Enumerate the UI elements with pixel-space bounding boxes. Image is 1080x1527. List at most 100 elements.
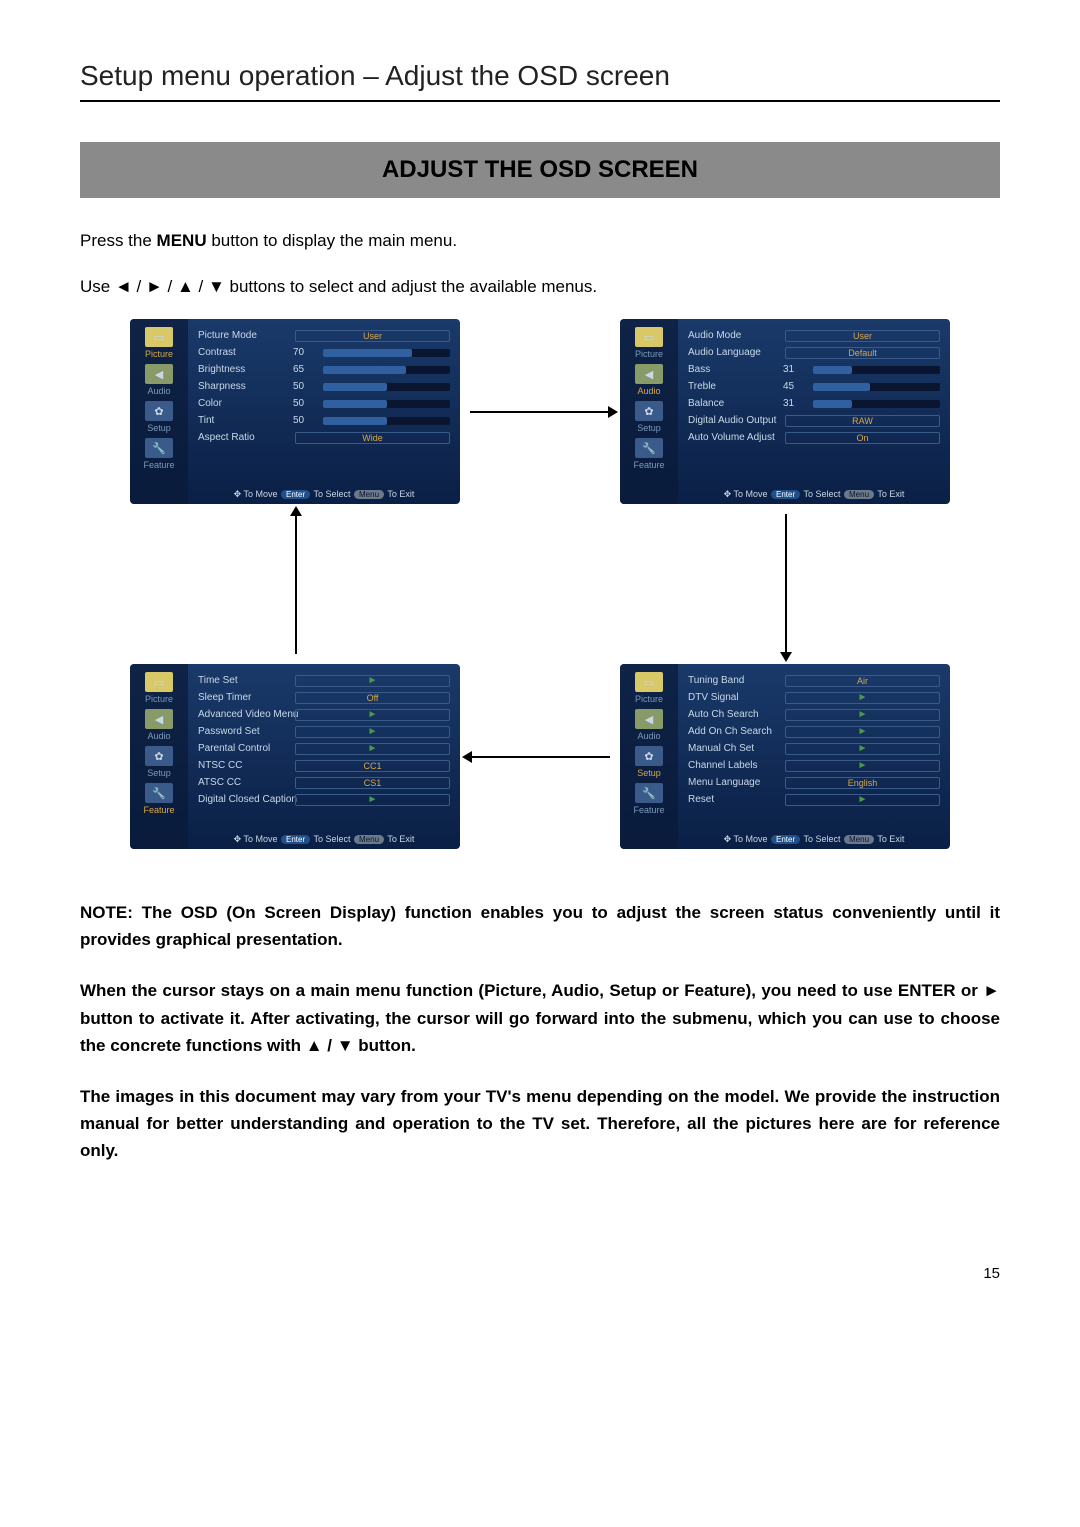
sidebar-item-setup[interactable]: ✿Setup — [145, 746, 173, 778]
menu-row[interactable]: Bass31 — [688, 361, 940, 378]
row-select-value[interactable]: CS1 — [295, 777, 450, 789]
row-select-value[interactable]: Off — [295, 692, 450, 704]
menu-row[interactable]: Brightness65 — [198, 361, 450, 378]
menu-row[interactable]: Treble45 — [688, 378, 940, 395]
submenu-arrow-icon[interactable]: ► — [295, 726, 450, 738]
menu-row[interactable]: Manual Ch Set► — [688, 740, 940, 757]
menu-row[interactable]: NTSC CCCC1 — [198, 757, 450, 774]
row-label: Tint — [198, 415, 293, 426]
slider-track[interactable] — [813, 366, 940, 374]
row-value: 31 — [783, 364, 811, 375]
row-label: Picture Mode — [198, 330, 293, 341]
submenu-arrow-icon[interactable]: ► — [785, 794, 940, 806]
osd-sidebar: ▭Picture ◀Audio ✿Setup 🔧Feature — [130, 664, 188, 849]
sidebar-item-feature[interactable]: 🔧Feature — [633, 438, 664, 470]
sidebar-item-audio[interactable]: ◀Audio — [145, 709, 173, 741]
intro-menu-word: MENU — [157, 231, 207, 250]
menu-row[interactable]: Time Set► — [198, 672, 450, 689]
menu-row[interactable]: Sharpness50 — [198, 378, 450, 395]
menu-row[interactable]: Parental Control► — [198, 740, 450, 757]
audio-icon: ◀ — [145, 364, 173, 384]
sidebar-item-feature[interactable]: 🔧Feature — [143, 783, 174, 815]
slider-track[interactable] — [813, 383, 940, 391]
submenu-arrow-icon[interactable]: ► — [785, 692, 940, 704]
menu-row[interactable]: Balance31 — [688, 395, 940, 412]
row-select-value[interactable]: Default — [785, 347, 940, 359]
sidebar-item-audio[interactable]: ◀Audio — [635, 364, 663, 396]
sidebar-item-picture[interactable]: ▭Picture — [145, 672, 173, 704]
sidebar-item-picture[interactable]: ▭Picture — [635, 327, 663, 359]
menu-row[interactable]: Tuning BandAir — [688, 672, 940, 689]
submenu-arrow-icon[interactable]: ► — [785, 760, 940, 772]
submenu-arrow-icon[interactable]: ► — [785, 709, 940, 721]
menu-row[interactable]: Menu LanguageEnglish — [688, 774, 940, 791]
slider-track[interactable] — [323, 417, 450, 425]
sidebar-item-setup[interactable]: ✿Setup — [635, 401, 663, 433]
sidebar-label-feature: Feature — [143, 805, 174, 815]
hint-bar: ✥ To Move Enter To Select Menu To Exit — [198, 828, 450, 845]
menu-row[interactable]: Tint50 — [198, 412, 450, 429]
arrow-setup-to-feature — [470, 756, 610, 758]
feature-icon: 🔧 — [635, 438, 663, 458]
row-label: Digital Audio Output — [688, 415, 783, 426]
row-label: Sleep Timer — [198, 692, 293, 703]
menu-row[interactable]: Add On Ch Search► — [688, 723, 940, 740]
row-label: Channel Labels — [688, 760, 783, 771]
sidebar-item-audio[interactable]: ◀Audio — [145, 364, 173, 396]
row-label: Aspect Ratio — [198, 432, 293, 443]
slider-track[interactable] — [323, 400, 450, 408]
submenu-arrow-icon[interactable]: ► — [295, 675, 450, 687]
sidebar-item-picture[interactable]: ▭Picture — [635, 672, 663, 704]
submenu-arrow-icon[interactable]: ► — [295, 743, 450, 755]
menu-row[interactable]: Picture ModeUser — [198, 327, 450, 344]
sidebar-item-setup[interactable]: ✿Setup — [635, 746, 663, 778]
menu-row[interactable]: Audio LanguageDefault — [688, 344, 940, 361]
submenu-arrow-icon[interactable]: ► — [295, 709, 450, 721]
menu-row[interactable]: Sleep TimerOff — [198, 689, 450, 706]
menu-row[interactable]: Auto Volume AdjustOn — [688, 429, 940, 446]
menu-pill: Menu — [844, 490, 874, 499]
menu-row[interactable]: DTV Signal► — [688, 689, 940, 706]
row-label: Audio Mode — [688, 330, 783, 341]
menu-row[interactable]: Audio ModeUser — [688, 327, 940, 344]
menu-row[interactable]: Channel Labels► — [688, 757, 940, 774]
note-paragraph-3: The images in this document may vary fro… — [80, 1083, 1000, 1165]
row-select-value[interactable]: English — [785, 777, 940, 789]
sidebar-item-feature[interactable]: 🔧Feature — [143, 438, 174, 470]
row-select-value[interactable]: CC1 — [295, 760, 450, 772]
menu-row[interactable]: ATSC CCCS1 — [198, 774, 450, 791]
menu-row[interactable]: Aspect RatioWide — [198, 429, 450, 446]
menu-row[interactable]: Digital Audio OutputRAW — [688, 412, 940, 429]
menu-row[interactable]: Digital Closed Caption► — [198, 791, 450, 808]
menu-row[interactable]: Contrast70 — [198, 344, 450, 361]
menu-row[interactable]: Color50 — [198, 395, 450, 412]
submenu-arrow-icon[interactable]: ► — [785, 726, 940, 738]
slider-track[interactable] — [323, 366, 450, 374]
row-select-value[interactable]: User — [295, 330, 450, 342]
menu-row[interactable]: Auto Ch Search► — [688, 706, 940, 723]
slider-track[interactable] — [813, 400, 940, 408]
picture-icon: ▭ — [145, 672, 173, 692]
audio-icon: ◀ — [635, 364, 663, 384]
slider-track[interactable] — [323, 349, 450, 357]
menu-row[interactable]: Password Set► — [198, 723, 450, 740]
slider-track[interactable] — [323, 383, 450, 391]
arrow-feature-to-picture — [295, 514, 297, 654]
submenu-arrow-icon[interactable]: ► — [785, 743, 940, 755]
note-paragraph-2: When the cursor stays on a main menu fun… — [80, 977, 1000, 1059]
row-select-value[interactable]: On — [785, 432, 940, 444]
row-label: Balance — [688, 398, 783, 409]
sidebar-item-audio[interactable]: ◀Audio — [635, 709, 663, 741]
row-select-value[interactable]: Wide — [295, 432, 450, 444]
sidebar-item-feature[interactable]: 🔧Feature — [633, 783, 664, 815]
slider-fill — [323, 383, 387, 391]
menu-row[interactable]: Advanced Video Menu► — [198, 706, 450, 723]
menu-row[interactable]: Reset► — [688, 791, 940, 808]
sidebar-item-setup[interactable]: ✿Setup — [145, 401, 173, 433]
enter-pill: Enter — [281, 835, 310, 844]
row-select-value[interactable]: Air — [785, 675, 940, 687]
row-select-value[interactable]: User — [785, 330, 940, 342]
sidebar-item-picture[interactable]: ▭Picture — [145, 327, 173, 359]
submenu-arrow-icon[interactable]: ► — [295, 794, 450, 806]
row-select-value[interactable]: RAW — [785, 415, 940, 427]
